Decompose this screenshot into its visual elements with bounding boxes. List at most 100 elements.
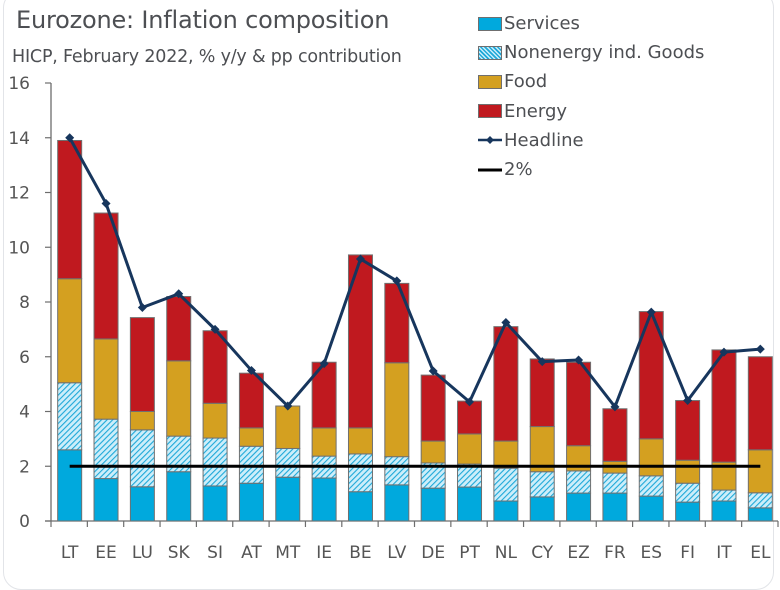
- bar-segment-services: [675, 501, 701, 522]
- x-tick-label: FI: [680, 543, 695, 563]
- target-line-icon: [478, 168, 502, 172]
- bar-segment-services: [566, 492, 592, 522]
- x-tick-label: NL: [495, 543, 518, 563]
- headline-marker: [174, 289, 184, 299]
- bar-stack-ie: [311, 361, 337, 522]
- bar-stack-el: [747, 356, 773, 522]
- bar-stack-si: [202, 330, 228, 522]
- bar-segment-neig: [566, 470, 592, 494]
- legend-item-target: 2%: [478, 155, 704, 184]
- headline-marker: [283, 401, 293, 411]
- bar-segment-food: [420, 440, 446, 464]
- headline-marker: [610, 402, 620, 412]
- headline-marker: [101, 198, 111, 208]
- bar-segment-energy: [711, 349, 737, 463]
- services-swatch-icon: [478, 16, 502, 31]
- bar-segment-food: [166, 360, 192, 437]
- x-tick-label: LT: [61, 543, 79, 563]
- bar-segment-neig: [711, 489, 737, 502]
- headline-marker: [574, 355, 584, 365]
- headline-marker: [755, 344, 765, 354]
- y-tick-label: 16: [8, 74, 30, 94]
- bar-segment-neig: [129, 429, 155, 488]
- bar-segment-energy: [420, 374, 446, 442]
- bar-segment-energy: [566, 361, 592, 447]
- y-tick-label: 0: [19, 512, 30, 532]
- headline-marker: [465, 397, 475, 407]
- bar-stack-lu: [129, 317, 155, 522]
- bar-segment-food: [675, 459, 701, 484]
- headline-marker: [392, 276, 402, 286]
- x-tick-label: DE: [421, 543, 445, 563]
- x-tick-label: IE: [316, 543, 332, 563]
- bar-segment-neig: [384, 456, 410, 486]
- bar-stack-mt: [275, 405, 301, 522]
- bar-stack-lv: [384, 282, 410, 522]
- bar-segment-services: [602, 492, 628, 522]
- bar-segment-services: [747, 507, 773, 522]
- headline-marker: [210, 324, 220, 334]
- bar-segment-neig: [675, 482, 701, 503]
- bar-segment-food: [311, 427, 337, 457]
- legend-item-food: Food: [478, 67, 704, 96]
- headline-marker: [501, 318, 511, 328]
- x-tick-label: PT: [459, 543, 480, 563]
- y-tick-label: 2: [19, 457, 30, 477]
- bar-segment-services: [384, 484, 410, 522]
- bar-segment-food: [529, 426, 555, 473]
- headline-line: [68, 137, 761, 409]
- headline-marker: [428, 366, 438, 376]
- headline-marker: [683, 396, 693, 406]
- bar-segment-services: [711, 500, 737, 522]
- bar-segment-services: [202, 485, 228, 522]
- x-tick-label: LV: [387, 543, 407, 563]
- x-tick-label: ES: [641, 543, 663, 563]
- legend: Services Nonenergy ind. Goods Food Energ…: [478, 9, 704, 184]
- bar-segment-energy: [57, 139, 83, 280]
- bar-stack-sk: [166, 296, 192, 522]
- x-tick-label: AT: [241, 543, 262, 563]
- bar-segment-services: [93, 478, 119, 522]
- legend-item-neig: Nonenergy ind. Goods: [478, 38, 704, 67]
- bar-stack-it: [711, 349, 737, 522]
- bar-stack-ee: [93, 212, 119, 522]
- x-axis: LT EE LU SK SI AT MT IE BE LV DE PT NL CY EZ FR ES FI IT EL: [45, 520, 779, 563]
- bar-segment-energy: [529, 358, 555, 428]
- y-tick-label: 12: [8, 184, 30, 204]
- bar-segment-food: [747, 449, 773, 494]
- bar-segment-energy: [675, 400, 701, 461]
- bar-segment-services: [529, 496, 555, 522]
- headline-marker: [137, 302, 147, 312]
- bar-segment-energy: [202, 330, 228, 404]
- legend-label: Headline: [504, 129, 584, 151]
- bar-segment-neig: [347, 453, 373, 493]
- headline-marker: [246, 365, 256, 375]
- neig-hatch-swatch-icon: [478, 45, 502, 60]
- x-tick-label: EZ: [567, 543, 589, 563]
- y-tick-label: 14: [8, 129, 30, 149]
- bar-segment-neig: [529, 471, 555, 498]
- headline-marker: [355, 254, 365, 264]
- x-tick-label: CY: [531, 543, 554, 563]
- bar-segment-food: [202, 402, 228, 439]
- x-tick-label: EL: [750, 543, 771, 563]
- bar-segment-neig: [275, 447, 301, 478]
- bar-stack-pt: [457, 400, 483, 522]
- bar-segment-energy: [384, 282, 410, 364]
- legend-label: Food: [504, 71, 548, 93]
- bar-segment-food: [493, 440, 519, 469]
- bar-segment-food: [384, 362, 410, 458]
- bar-segment-food: [275, 405, 301, 449]
- legend-label: Nonenergy ind. Goods: [504, 42, 705, 64]
- bar-segment-neig: [202, 437, 228, 487]
- legend-label: 2%: [504, 159, 533, 181]
- bar-stack-be: [347, 254, 373, 522]
- x-tick-label: IT: [716, 543, 732, 563]
- x-tick-label: SI: [207, 543, 223, 563]
- bar-segment-services: [238, 482, 264, 522]
- bar-stack-at: [238, 372, 264, 522]
- bar-stack-lt: [57, 139, 83, 522]
- bar-segment-food: [347, 427, 373, 455]
- bar-segment-energy: [457, 400, 483, 435]
